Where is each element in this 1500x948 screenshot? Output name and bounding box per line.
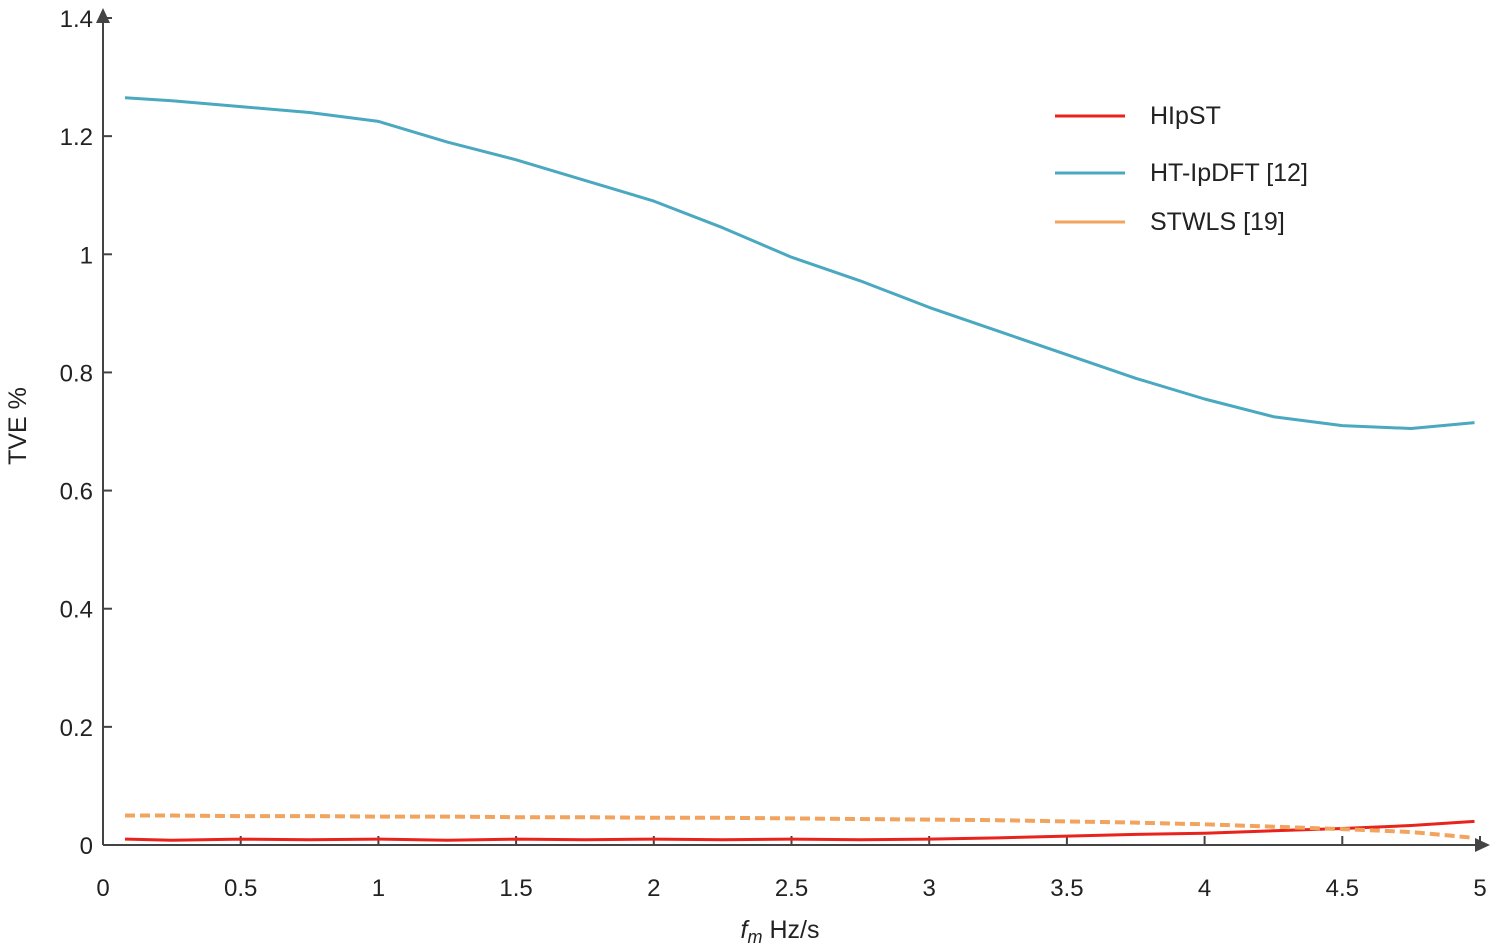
x-tick-label: 3 [923, 875, 936, 902]
ticks: 0 0.5 1 1.5 2 2.5 3 3.5 4 4.5 5 0 0.2 0.4 0.6 0.8 1 1.2 1.… [60, 6, 1487, 902]
x-tick-label: 3.5 [1050, 875, 1083, 902]
series-line-2 [125, 813, 1475, 840]
x-tick-label: 4 [1198, 875, 1211, 902]
y-tick-label: 1 [80, 242, 93, 269]
x-tick-label: 4.5 [1326, 875, 1359, 902]
y-tick-label: 0.6 [60, 479, 93, 506]
x-axis-label: fm Hz/s [741, 916, 820, 947]
x-axis-label-f: f [741, 916, 751, 944]
y-tick-label: 0.8 [60, 360, 93, 387]
x-tick-label: 0 [96, 875, 109, 902]
series-line-1 [124, 96, 1475, 430]
x-axis-arrow-icon [1475, 838, 1490, 852]
y-axis-arrow-icon [96, 8, 110, 23]
y-tick-label: 0 [80, 833, 93, 860]
x-tick-label: 2 [647, 875, 660, 902]
x-tick-label: 2.5 [775, 875, 808, 902]
y-tick-label: 1.4 [60, 6, 93, 33]
legend-label-ht-ipdft: HT-IpDFT [12] [1150, 159, 1308, 187]
axes [96, 8, 1490, 852]
x-tick-label: 1.5 [499, 875, 532, 902]
x-axis-label-m: m [748, 927, 763, 947]
x-axis-label-unit: Hz/s [763, 916, 820, 944]
x-tick-label: 5 [1473, 875, 1486, 902]
series-line-0 [124, 819, 1475, 842]
y-axis-label: TVE % [4, 387, 32, 465]
y-tick-label: 0.4 [60, 597, 93, 624]
legend-label-hipst: HIpST [1150, 102, 1221, 130]
series-lines [124, 96, 1475, 842]
x-tick-label: 1 [372, 875, 385, 902]
legend-label-stwls: STWLS [19] [1150, 208, 1285, 236]
y-tick-label: 0.2 [60, 715, 93, 742]
legend: HIpST HT-IpDFT [12] STWLS [19] [1055, 102, 1308, 236]
y-tick-label: 1.2 [60, 124, 93, 151]
x-tick-label: 0.5 [224, 875, 257, 902]
